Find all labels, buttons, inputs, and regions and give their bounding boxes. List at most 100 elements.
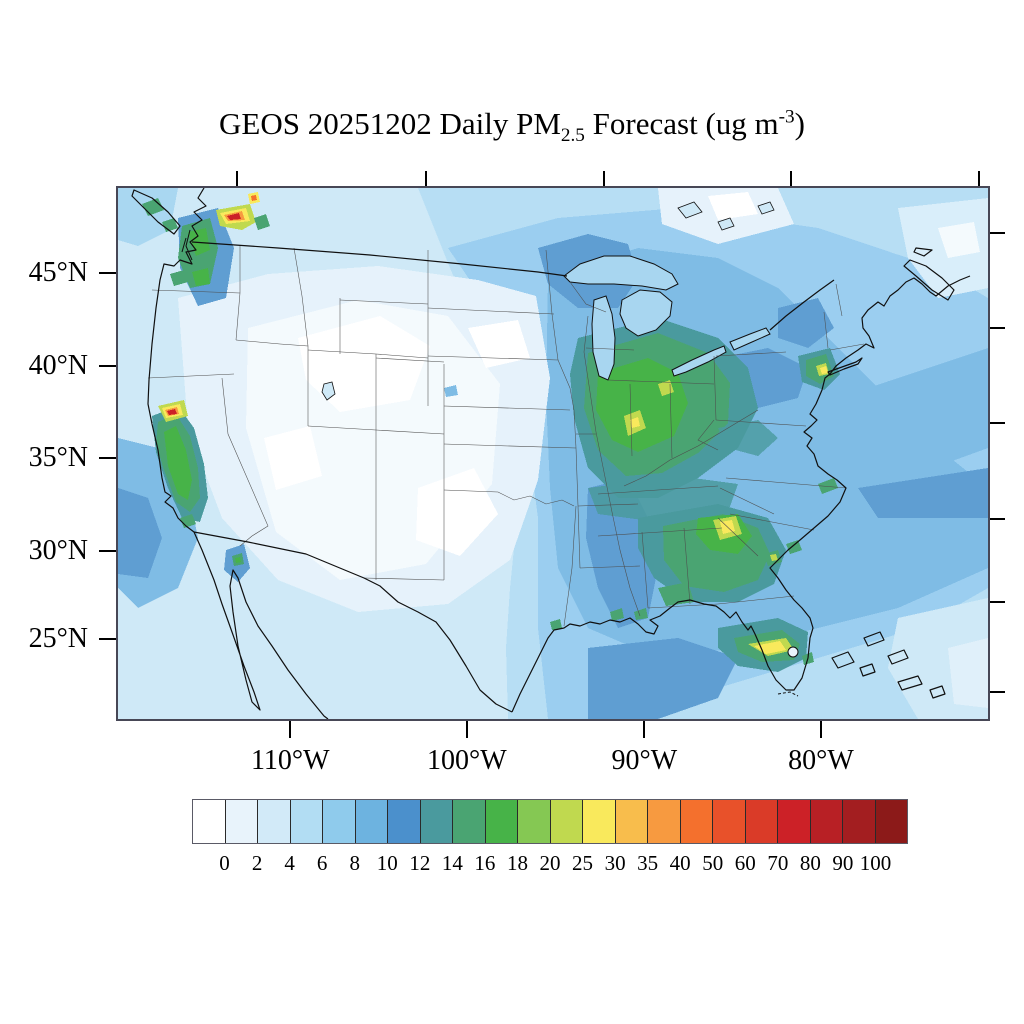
colorbar-segment <box>875 800 907 843</box>
y-tick <box>99 550 116 553</box>
right-tick <box>990 232 1005 235</box>
lake-erie <box>671 345 727 377</box>
x-tick-label: 80°W <box>788 745 854 776</box>
colorbar-segment <box>388 800 421 843</box>
colorbar-segment <box>745 800 778 843</box>
colorbar <box>192 799 908 844</box>
canada-lake-2 <box>717 217 735 231</box>
y-tick-label: 40°N <box>28 349 88 381</box>
colorbar-segment <box>518 800 551 843</box>
x-tick <box>289 721 292 738</box>
x-tick-label: 110°W <box>250 745 330 776</box>
colorbar-tick-label: 40 <box>669 851 691 875</box>
colorbar-tick-label: 50 <box>702 851 724 875</box>
colorbar-tick-label: 12 <box>409 851 431 875</box>
title-suffix: ) <box>794 106 805 141</box>
colorbar-tick-label: 14 <box>441 851 463 875</box>
colorbar-segment <box>615 800 648 843</box>
bahamas-4 <box>859 663 876 677</box>
top-tick <box>424 171 427 186</box>
hotspot-atlanta <box>638 504 786 602</box>
colorbar-tick-label: 100 <box>859 851 892 875</box>
y-tick <box>99 637 116 640</box>
y-tick-label: 45°N <box>28 256 88 288</box>
lake-okeechobee <box>787 646 799 658</box>
x-tick <box>643 721 646 738</box>
y-tick <box>99 364 116 367</box>
colorbar-tick-label: 20 <box>539 851 561 875</box>
colorbar-tick-label: 80 <box>799 851 821 875</box>
gulf-atlantic-coast <box>511 275 971 713</box>
y-tick-label: 35°N <box>28 441 88 473</box>
colorbar-segment <box>193 800 226 843</box>
colorbar-segment <box>778 800 811 843</box>
colorbar-segment <box>258 800 291 843</box>
top-tick <box>236 171 239 186</box>
nova-scotia <box>903 259 955 301</box>
title-subscript: 2.5 <box>560 125 585 147</box>
top-tick <box>790 171 793 186</box>
top-tick <box>978 171 981 186</box>
colorbar-tick-label: 6 <box>316 851 328 875</box>
right-tick <box>990 422 1005 425</box>
hotspot-florida <box>718 618 814 672</box>
colorbar-tick-label: 60 <box>734 851 756 875</box>
lake-ontario <box>729 327 771 351</box>
hotspot-pacific-northwest <box>142 192 270 306</box>
colorbar-tick-label: 30 <box>604 851 626 875</box>
x-tick-label: 100°W <box>427 745 507 776</box>
state-borders <box>147 246 865 627</box>
lake-huron <box>619 289 673 337</box>
us-canada-border <box>191 241 568 277</box>
right-tick <box>990 327 1005 330</box>
colorbar-segment <box>648 800 681 843</box>
coastlines <box>131 188 971 719</box>
bahamas-3 <box>887 649 909 665</box>
colorbar-labels: 0 2 4 6 8 10 12 14 16 18 20 25 30 35 40 50 60 70 80 90 100 <box>192 851 908 877</box>
colorbar-segment <box>550 800 583 843</box>
title-text: GEOS 20251202 Daily PM <box>219 106 561 141</box>
puget-sound <box>181 229 193 261</box>
bahamas-2 <box>863 631 885 647</box>
great-lakes <box>321 201 799 658</box>
pacific-coast <box>147 188 207 533</box>
colorbar-tick-label: 35 <box>637 851 659 875</box>
pm25-field <box>118 188 988 719</box>
colorbar-tick-label: 2 <box>251 851 263 875</box>
hotspot-northern-california <box>152 400 208 528</box>
colorbar-tick-label: 10 <box>376 851 398 875</box>
colorbar-tick-label: 16 <box>474 851 496 875</box>
vancouver-island <box>131 189 181 235</box>
bahamas-1 <box>831 651 855 669</box>
colorbar-tick-label: 0 <box>219 851 230 875</box>
us-mexico-border <box>193 531 513 713</box>
colorbar-segment <box>290 800 323 843</box>
colorbar-segment <box>713 800 746 843</box>
canada-lake-1 <box>677 201 703 219</box>
title-superscript: -3 <box>778 106 795 128</box>
great-salt-lake <box>321 381 336 401</box>
y-tick <box>99 271 116 274</box>
bahamas-6 <box>929 685 946 699</box>
map-plot: 45°N 40°N 35°N 30°N 25°N 110°W 100°W 90°W 80°W <box>29 171 1005 776</box>
right-tick <box>990 601 1005 604</box>
colorbar-segment <box>225 800 258 843</box>
colorbar-segment <box>420 800 453 843</box>
y-tick-label: 25°N <box>28 622 88 654</box>
colorbar-segment <box>680 800 713 843</box>
bahamas-5 <box>897 675 923 691</box>
colorbar-tick-label: 25 <box>572 851 594 875</box>
y-tick <box>99 456 116 459</box>
lake-superior <box>563 255 679 291</box>
colorbar-segment <box>453 800 486 843</box>
colorbar-tick-label: 70 <box>767 851 789 875</box>
colorbar-tick-label: 8 <box>349 851 360 875</box>
figure-title: GEOS 20251202 Daily PM2.5 Forecast (ug m… <box>77 106 947 147</box>
right-tick <box>990 691 1005 694</box>
lake-michigan <box>591 295 616 381</box>
colorbar-tick-label: 90 <box>832 851 854 875</box>
colorbar-segment <box>583 800 616 843</box>
y-tick-label: 30°N <box>28 535 88 567</box>
title-mid: Forecast (ug m <box>584 106 779 141</box>
